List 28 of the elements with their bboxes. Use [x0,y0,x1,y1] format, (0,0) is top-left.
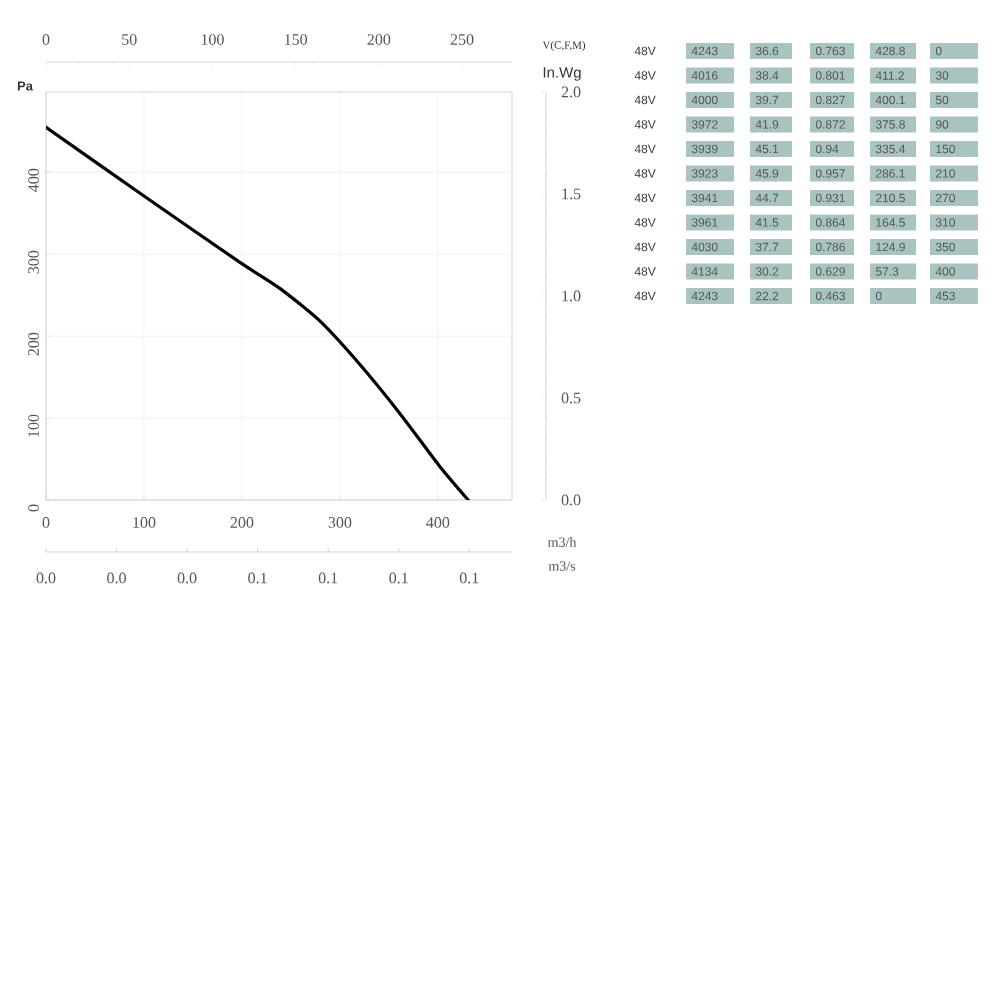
x-tick-label: 200 [230,517,254,528]
y-tick-label: 100 [28,414,39,437]
y2-tick-label: 2.0 [561,86,581,98]
x2-tick-label: 100 [201,34,224,45]
y2-tick-label: 0.5 [561,392,581,404]
y2-tick-label: 0.0 [561,494,581,506]
text: 0.1 [459,572,479,584]
x2-tick-label: 250 [450,34,474,45]
x-tick-label: 400 [426,517,450,528]
y-tick-label: 200 [28,332,39,356]
y-tick-label: 300 [28,250,39,274]
y2-tick-label: 1.0 [562,290,581,302]
y2-tick-label: 1.5 [562,188,581,200]
text: 0.0 [36,572,56,584]
text: 0.1 [248,572,267,584]
text: 0.0 [107,572,126,584]
text: 0.0 [177,572,197,584]
x2-tick-label: 150 [285,34,308,45]
text: 0.1 [389,572,408,584]
x2-tick-label: 0 [42,34,50,45]
y-tick-label: 0 [28,504,39,512]
x2-tick-label: 50 [122,34,137,45]
x-tick-label: 100 [133,517,156,528]
x2-tick-label: 200 [367,34,391,45]
x-tick-label: 300 [328,517,352,528]
x-tick-label: 0 [42,517,50,528]
y-tick-label: 400 [28,168,39,192]
text: 0.1 [318,572,338,584]
